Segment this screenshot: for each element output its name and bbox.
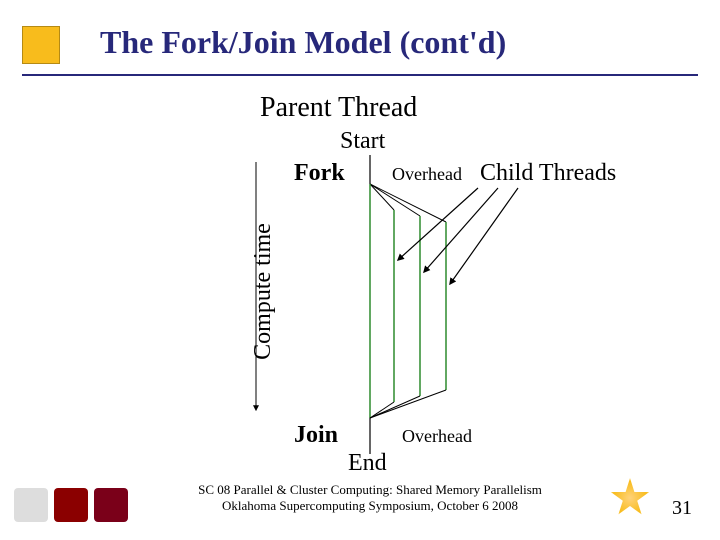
ou-logo [54,488,88,522]
footer-line-2: Oklahoma Supercomputing Symposium, Octob… [222,498,518,513]
it-logo [94,488,128,522]
footer-line-1: SC 08 Parallel & Cluster Computing: Shar… [198,482,542,497]
logo-strip [14,488,128,522]
page-number: 31 [672,497,692,520]
footer-text: SC 08 Parallel & Cluster Computing: Shar… [170,482,570,514]
fork-join-diagram [0,0,720,540]
oscer-logo [14,488,48,522]
